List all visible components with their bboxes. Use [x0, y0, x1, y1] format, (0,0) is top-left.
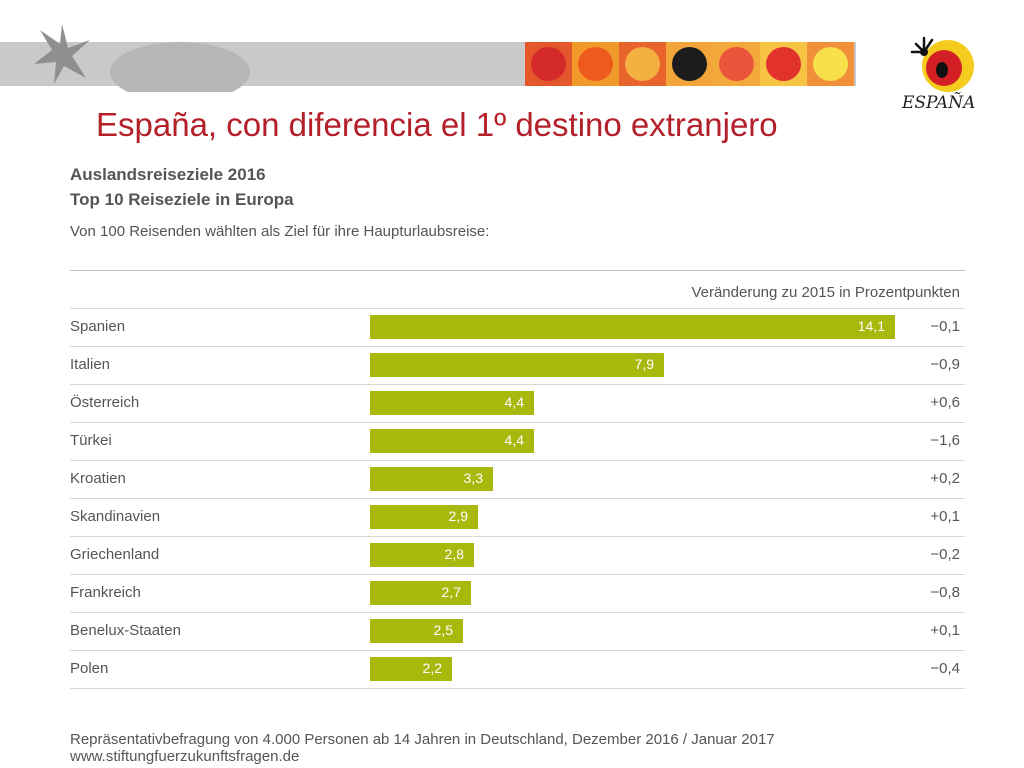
row-rule	[70, 574, 965, 575]
bar	[370, 619, 463, 643]
bar	[370, 657, 452, 681]
row-rule	[70, 498, 965, 499]
row-rule	[70, 460, 965, 461]
bar	[370, 315, 895, 339]
bar	[370, 581, 471, 605]
change-value: −0,4	[930, 660, 960, 677]
change-column-header: Veränderung zu 2015 in Prozentpunkten	[691, 284, 960, 301]
slide-title: España, con diferencia el 1º destino ext…	[96, 106, 778, 143]
source-url[interactable]: www.stiftungfuerzukunftsfragen.de	[70, 748, 300, 765]
espana-logo: ESPAÑA	[901, 36, 975, 113]
change-value: +0,1	[930, 508, 960, 525]
category-label: Polen	[70, 660, 109, 677]
bar	[370, 543, 474, 567]
orange-sun-tile	[572, 42, 619, 86]
category-label: Frankreich	[70, 584, 141, 601]
category-label: Italien	[70, 356, 111, 373]
ladybug-tile	[666, 42, 713, 86]
bar	[370, 467, 493, 491]
yellow-sun-tile	[807, 42, 854, 86]
bar-value-label: 3,3	[463, 470, 483, 486]
row-rule	[70, 384, 965, 385]
bar-value-label: 14,1	[857, 318, 885, 334]
row-rule	[70, 688, 965, 689]
bar-value-label: 7,9	[634, 356, 654, 372]
chart-subtitle: Top 10 Reiseziele in Europa	[70, 190, 294, 209]
chart-top-rule	[70, 270, 965, 271]
change-value: −1,6	[930, 432, 960, 449]
source-note: Repräsentativbefragung von 4.000 Persone…	[70, 731, 775, 748]
bar-value-label: 4,4	[504, 394, 524, 410]
bar-value-label: 2,7	[441, 584, 461, 600]
bar	[370, 353, 664, 377]
red-sun-tile	[760, 42, 807, 86]
row-rule	[70, 422, 965, 423]
bar-value-label: 2,8	[444, 546, 464, 562]
change-value: −0,2	[930, 546, 960, 563]
change-value: +0,2	[930, 470, 960, 487]
red-circle-tile	[525, 42, 572, 86]
category-label: Österreich	[70, 394, 140, 411]
row-rule	[70, 346, 965, 347]
bar-value-label: 2,5	[433, 622, 453, 638]
change-value: +0,1	[930, 622, 960, 639]
category-label: Skandinavien	[70, 508, 161, 525]
chart-description: Von 100 Reisenden wählten als Ziel für i…	[70, 223, 490, 240]
change-value: −0,9	[930, 356, 960, 373]
banner-tiles	[525, 42, 854, 86]
bar	[370, 391, 534, 415]
category-label: Türkei	[70, 432, 112, 449]
svg-text:ESPAÑA: ESPAÑA	[901, 92, 975, 113]
bar-value-label: 2,9	[448, 508, 468, 524]
category-label: Spanien	[70, 318, 126, 335]
change-value: −0,1	[930, 318, 960, 335]
decorative-star-icon	[34, 24, 250, 92]
category-label: Griechenland	[70, 546, 160, 563]
row-rule	[70, 612, 965, 613]
bar-value-label: 2,2	[422, 660, 442, 676]
category-label: Benelux-Staaten	[70, 622, 181, 639]
bar	[370, 429, 534, 453]
row-rule	[70, 536, 965, 537]
sun-face-tile	[619, 42, 666, 86]
header-rule	[70, 308, 965, 309]
change-value: +0,6	[930, 394, 960, 411]
bar-value-label: 4,4	[504, 432, 524, 448]
category-label: Kroatien	[70, 470, 126, 487]
change-value: −0,8	[930, 584, 960, 601]
bar	[370, 505, 478, 529]
row-rule	[70, 650, 965, 651]
chart-title: Auslandsreiseziele 2016	[70, 165, 266, 184]
orange-shapes-tile	[713, 42, 760, 86]
